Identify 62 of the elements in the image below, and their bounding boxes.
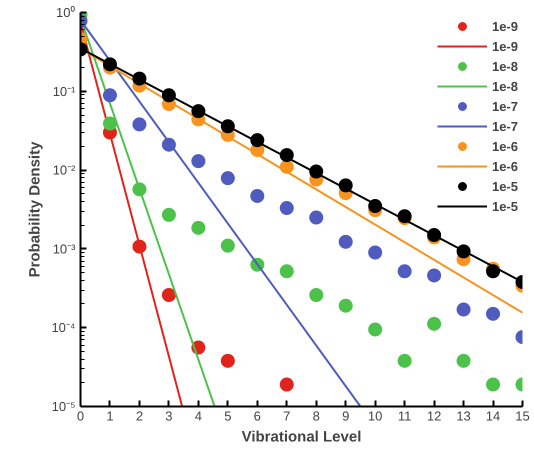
point (368, 322, 382, 336)
x-tick-label: 10 (368, 408, 382, 424)
x-tick-label: 0 (76, 408, 84, 424)
point (280, 201, 294, 216)
x-tick-label: 13 (456, 408, 471, 424)
legend-label: 1e-9 (492, 38, 518, 56)
y-tick-label: 10⁻² (52, 162, 76, 178)
x-tick-label: 9 (342, 408, 350, 424)
legend-label: 1e-6 (492, 138, 518, 156)
legend-label: 1e-7 (492, 98, 518, 116)
x-tick-label: 3 (165, 408, 173, 424)
point (280, 378, 294, 392)
point (132, 117, 146, 132)
point (102, 116, 117, 131)
point (398, 354, 412, 368)
point (486, 378, 500, 392)
point (427, 268, 442, 282)
point (368, 246, 382, 260)
x-tick-label: 1 (106, 408, 114, 424)
legend-label: 1e-7 (492, 118, 518, 136)
point (309, 210, 324, 225)
legend-label: 1e-8 (492, 58, 518, 76)
point (427, 316, 442, 331)
point (220, 238, 235, 253)
point (338, 298, 353, 313)
point (191, 154, 206, 168)
x-tick-label: 7 (283, 408, 290, 424)
y-tick-label: 10⁻⁵ (52, 399, 76, 414)
legend-label: 1e-9 (492, 18, 518, 36)
point (456, 302, 471, 317)
x-tick-label: 14 (486, 408, 500, 424)
point (191, 220, 206, 235)
y-tick-label: 10⁻³ (52, 241, 76, 256)
point (338, 234, 353, 249)
point (486, 306, 500, 321)
y-tick-label: 10⁰ (56, 5, 76, 20)
point (162, 208, 176, 222)
legend-label: 1e-5 (492, 198, 518, 216)
x-tick-label: 4 (194, 408, 202, 424)
point (220, 354, 235, 368)
point (398, 264, 412, 278)
legend-label: 1e-6 (492, 158, 518, 176)
legend-label: 1e-8 (492, 78, 518, 96)
point (250, 188, 264, 203)
x-tick-label: 2 (136, 408, 144, 424)
y-axis-title: Probability Density (26, 140, 44, 278)
point (220, 171, 235, 186)
x-tick-label: 6 (254, 408, 261, 424)
point (162, 288, 176, 302)
x-tick-label: 11 (398, 408, 412, 424)
point (309, 288, 324, 302)
point (280, 264, 294, 278)
x-tick-label: 5 (224, 408, 232, 424)
x-tick-label: 12 (426, 408, 442, 424)
x-axis-title: Vibrational Level (242, 428, 362, 446)
point (102, 88, 117, 102)
x-tick-label: 15 (515, 408, 530, 424)
legend-label: 1e-5 (492, 178, 518, 196)
y-tick-label: 10⁻¹ (52, 84, 76, 99)
x-tick-label: 8 (312, 408, 320, 424)
point (456, 354, 471, 368)
y-tick-label: 10⁻⁴ (51, 320, 76, 336)
